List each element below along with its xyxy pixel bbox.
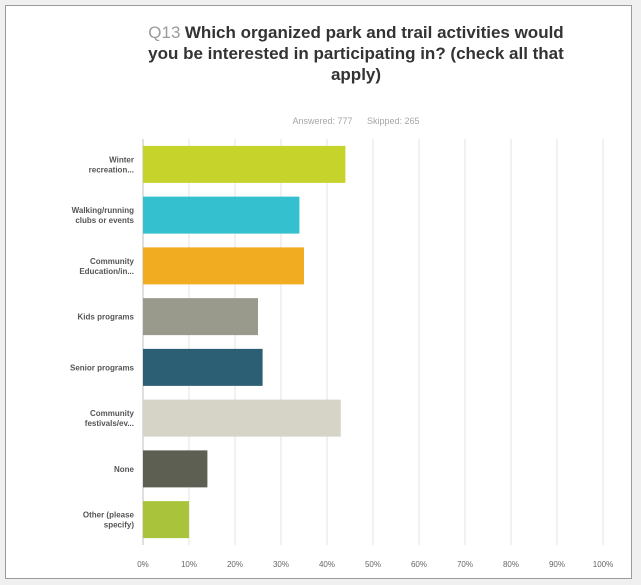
gridlines bbox=[142, 139, 604, 545]
category-label: Community Education/in... bbox=[79, 257, 134, 276]
category-label: Winter recreation... bbox=[89, 155, 134, 174]
bars bbox=[143, 145, 346, 539]
x-tick-label: 90% bbox=[549, 560, 565, 569]
x-tick-label: 70% bbox=[457, 560, 473, 569]
x-tick-label: 30% bbox=[273, 560, 289, 569]
category-label: Senior programs bbox=[70, 363, 135, 372]
category-label: Walking/running clubs or events bbox=[72, 206, 135, 225]
x-tick-label: 20% bbox=[227, 560, 243, 569]
x-tick-label: 80% bbox=[503, 560, 519, 569]
bar bbox=[143, 501, 189, 539]
x-tick-label: 0% bbox=[137, 560, 149, 569]
bar bbox=[143, 247, 304, 285]
category-label: Other (please specify) bbox=[83, 511, 135, 530]
answered-count: Answered: 777 bbox=[292, 116, 353, 126]
x-axis-ticks: 0% 10% 20% 30% 40% 50% 60% 70% 80% 90% 100% bbox=[137, 560, 613, 569]
bar bbox=[143, 145, 346, 183]
x-tick-label: 40% bbox=[319, 560, 335, 569]
category-label: Kids programs bbox=[78, 313, 135, 322]
chart-title: Q13 Which organized park and trail activ… bbox=[136, 22, 576, 85]
x-tick-label: 10% bbox=[181, 560, 197, 569]
bar bbox=[143, 298, 258, 336]
bar bbox=[143, 196, 300, 234]
bar bbox=[143, 450, 208, 488]
category-label: None bbox=[114, 465, 135, 474]
x-tick-label: 50% bbox=[365, 560, 381, 569]
bar bbox=[143, 399, 341, 437]
x-tick-label: 60% bbox=[411, 560, 427, 569]
category-labels: Winter recreation... Walking/running clubs … bbox=[70, 155, 135, 529]
response-stats: Answered: 777 Skipped: 265 bbox=[136, 116, 576, 126]
chart-panel: Q13 Which organized park and trail activ… bbox=[5, 5, 632, 579]
skipped-count: Skipped: 265 bbox=[367, 116, 420, 126]
x-tick-label: 100% bbox=[593, 560, 613, 569]
category-label: Community festivals/ev... bbox=[85, 409, 135, 428]
question-number: Q13 bbox=[148, 23, 181, 42]
bar-chart: Winter recreation... Walking/running clubs … bbox=[70, 139, 613, 569]
bar bbox=[143, 348, 263, 386]
question-text: Which organized park and trail activitie… bbox=[148, 23, 564, 84]
